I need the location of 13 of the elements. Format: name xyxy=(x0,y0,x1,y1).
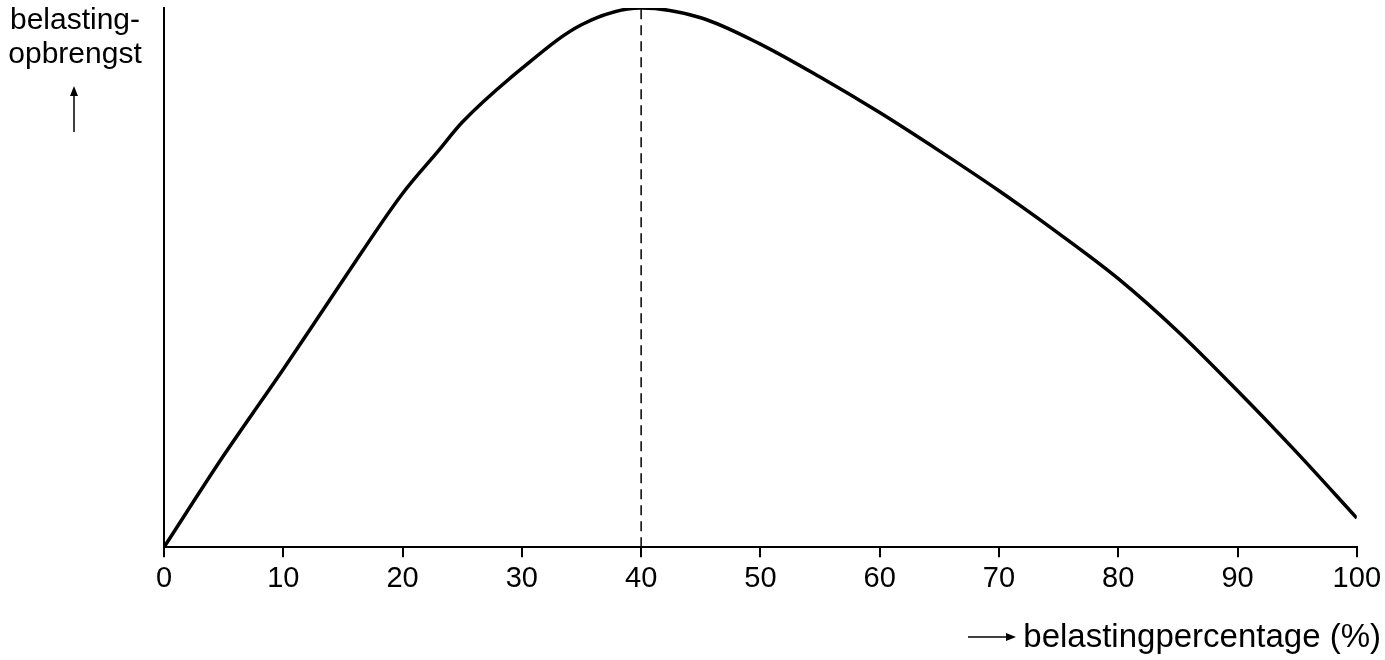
x-tick-label: 10 xyxy=(267,560,300,593)
x-tick-label: 80 xyxy=(1102,560,1135,593)
x-tick-label: 100 xyxy=(1332,560,1381,593)
x-tick-label: 30 xyxy=(505,560,538,593)
x-tick-label: 40 xyxy=(624,560,658,593)
x-tick-label: 20 xyxy=(386,560,419,593)
x-axis-title: belastingpercentage (%) xyxy=(1023,617,1381,655)
x-tick-label: 0 xyxy=(155,560,173,593)
y-axis-title: belasting- opbrengst xyxy=(7,2,143,70)
x-tick-label: 90 xyxy=(1221,560,1254,593)
x-tick-label: 70 xyxy=(982,560,1016,593)
x-tick-label: 50 xyxy=(744,560,777,593)
x-tick-label: 60 xyxy=(863,560,896,593)
